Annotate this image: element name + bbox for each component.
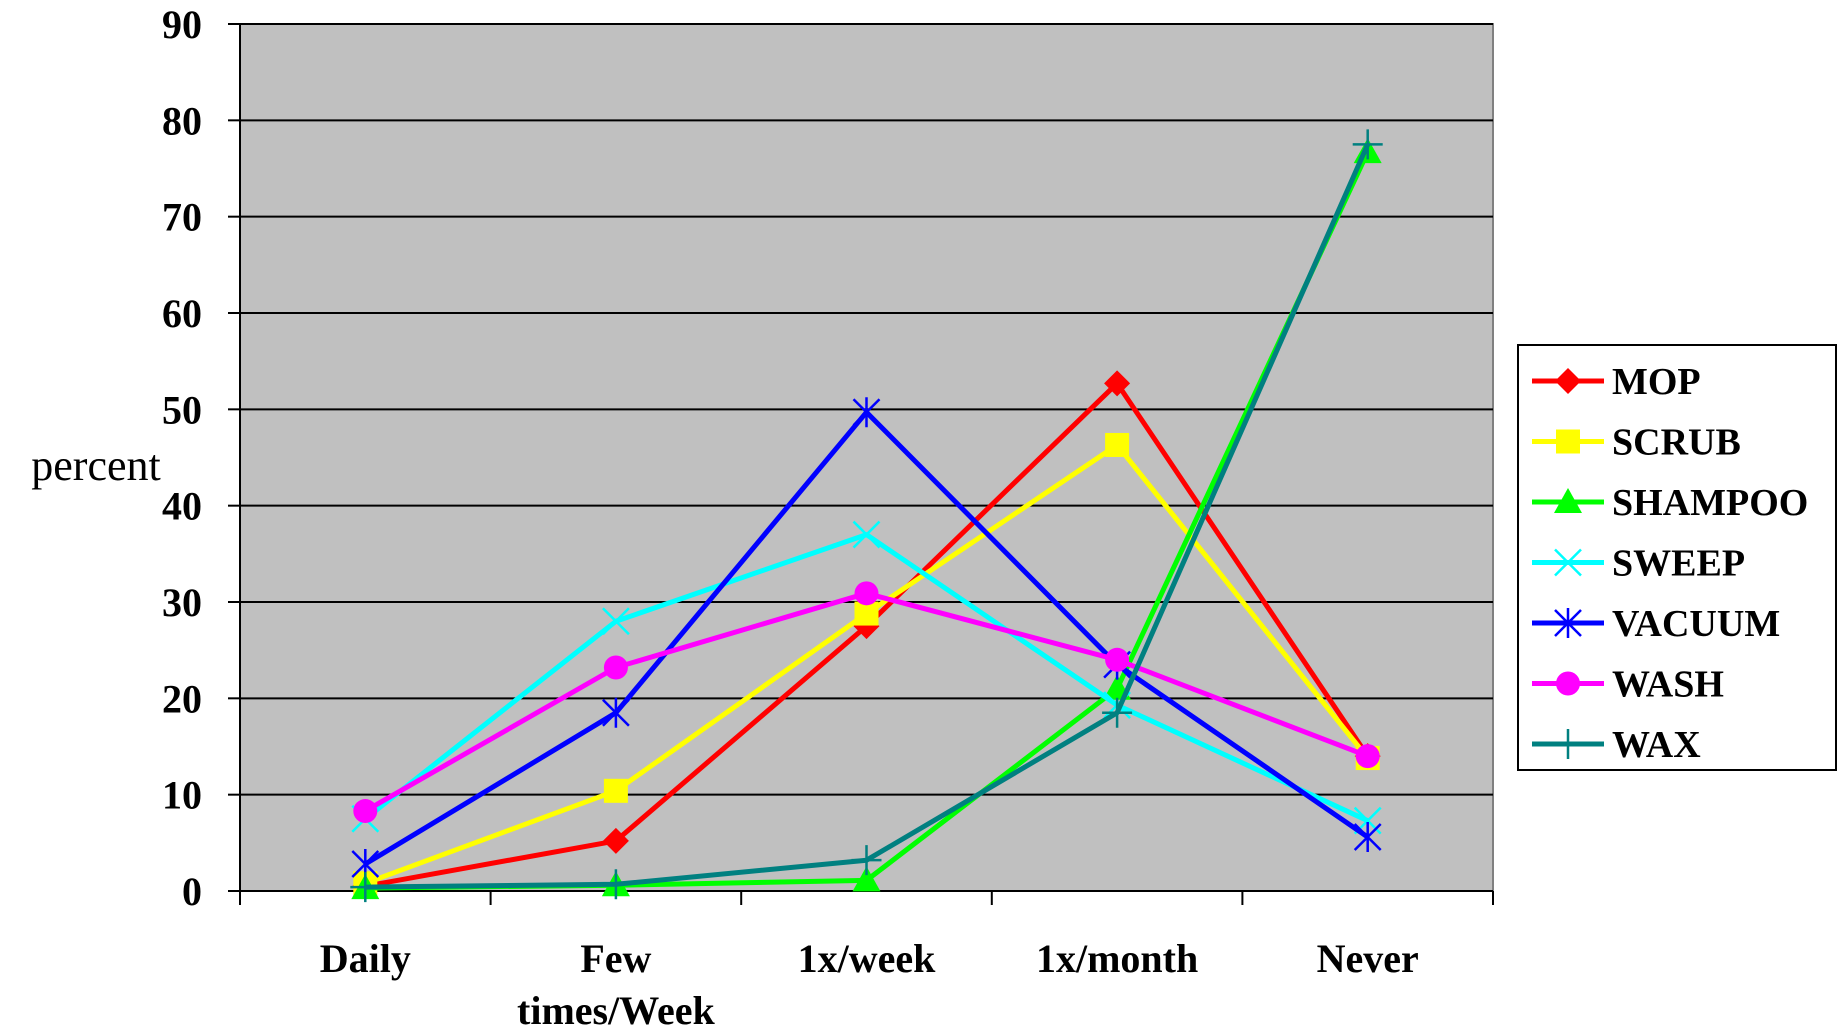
y-tick-label: 0: [182, 869, 202, 914]
plot-area: [240, 24, 1493, 891]
x-tick-label: 1x/month: [1036, 936, 1198, 981]
y-tick-label: 70: [162, 195, 202, 240]
y-tick-label: 80: [162, 98, 202, 143]
legend-swatch-marker: [1556, 430, 1580, 454]
data-point-wash: [1356, 744, 1380, 768]
legend-swatch-marker: [1556, 672, 1580, 696]
data-point-wash: [604, 656, 628, 680]
data-point-scrub: [604, 779, 628, 803]
y-axis-tick-labels: 0 10 20 30 40 50 60 70 80 90: [162, 2, 202, 914]
legend-label: WAX: [1612, 724, 1701, 766]
y-axis-title: percent: [31, 441, 160, 490]
legend-label: SHAMPOO: [1612, 482, 1808, 524]
legend-label: WASH: [1612, 664, 1724, 706]
y-tick-label: 50: [162, 387, 202, 432]
x-tick-label: Never: [1317, 936, 1419, 981]
plot-background: [240, 24, 1493, 891]
y-tick-label: 30: [162, 580, 202, 625]
legend-label: MOP: [1612, 361, 1701, 403]
legend: MOP SCRUB SHAMPOO SWEEP VACUUM WASH WAX: [1518, 345, 1836, 770]
x-tick-label: Few times/Week: [517, 936, 715, 1027]
legend-label: VACUUM: [1612, 603, 1780, 645]
data-point-wash: [353, 799, 377, 823]
x-tick-label: Daily: [320, 936, 411, 981]
x-tick-label: 1x/week: [798, 936, 937, 981]
y-tick-label: 60: [162, 291, 202, 336]
y-tick-label: 90: [162, 2, 202, 47]
x-axis-tick-labels: Daily Few times/Week 1x/week 1x/month Never: [320, 936, 1419, 1027]
y-tick-label: 40: [162, 484, 202, 529]
y-tick-label: 10: [162, 773, 202, 818]
data-point-scrub: [1105, 433, 1129, 457]
data-point-wash: [1105, 648, 1129, 672]
y-tick-label: 20: [162, 676, 202, 721]
data-point-wash: [855, 581, 879, 605]
legend-label: SCRUB: [1612, 422, 1741, 464]
legend-label: SWEEP: [1612, 543, 1745, 585]
